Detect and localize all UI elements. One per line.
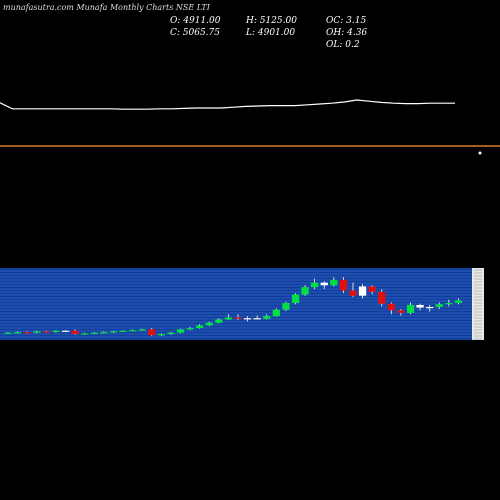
candle-body (42, 331, 50, 333)
candle-body (205, 322, 213, 326)
candle-body (320, 282, 328, 286)
high-value: H: 5125.00 (246, 16, 297, 26)
candle-body (291, 294, 300, 303)
candle-body (243, 318, 252, 320)
candle-body (282, 303, 290, 310)
candle-body (454, 300, 463, 303)
candle-body (301, 287, 309, 295)
candle-body (272, 309, 280, 317)
scale-strip (472, 268, 484, 340)
candle-body (387, 303, 395, 311)
candle-body (378, 291, 386, 304)
candle-body (416, 305, 424, 308)
low-value: L: 4901.00 (246, 28, 296, 38)
candle-body (167, 332, 175, 334)
candle-body (397, 310, 405, 313)
candle-body (119, 330, 127, 332)
candle-body (52, 330, 60, 332)
ol-value: OL: 0.2 (326, 40, 360, 50)
watermark: munafasutra.com Munafa Monthly Charts NS… (3, 3, 210, 12)
candle-body (426, 307, 434, 309)
candle-body (128, 330, 137, 332)
candle-body (224, 317, 233, 320)
candle-body (311, 282, 319, 288)
candle-body (148, 329, 156, 336)
candle-body (61, 330, 70, 332)
open-value: O: 4911.00 (170, 16, 221, 26)
close-value: C: 5065.75 (170, 28, 220, 38)
candle-body (23, 332, 31, 334)
candle-body (330, 279, 338, 286)
candle-body (33, 331, 41, 333)
candle-body (368, 286, 376, 292)
candle-body (349, 290, 357, 296)
candle-body (234, 317, 242, 319)
candle-body (253, 318, 261, 320)
candle-body (157, 334, 165, 336)
candle-body (339, 279, 348, 291)
candle-body (196, 325, 204, 329)
candle-body (445, 303, 453, 305)
candle-body (406, 305, 415, 313)
candle-body (13, 332, 22, 334)
candle-body (176, 329, 185, 333)
candle-body (138, 329, 146, 331)
candle-body (186, 328, 194, 330)
candle-body (81, 333, 89, 335)
candle-body (358, 286, 367, 296)
oh-value: OH: 4.36 (326, 28, 368, 38)
candle-body (4, 332, 12, 334)
candle-body (435, 304, 443, 307)
candle-body (90, 332, 98, 334)
candle-body (100, 332, 108, 334)
price-line (0, 99, 455, 110)
candle-body (263, 316, 271, 319)
marker-dot (478, 151, 482, 155)
candle-body (71, 330, 79, 334)
candle-body (109, 331, 118, 333)
candle-body (215, 319, 223, 323)
oc-value: OC: 3.15 (326, 16, 367, 26)
